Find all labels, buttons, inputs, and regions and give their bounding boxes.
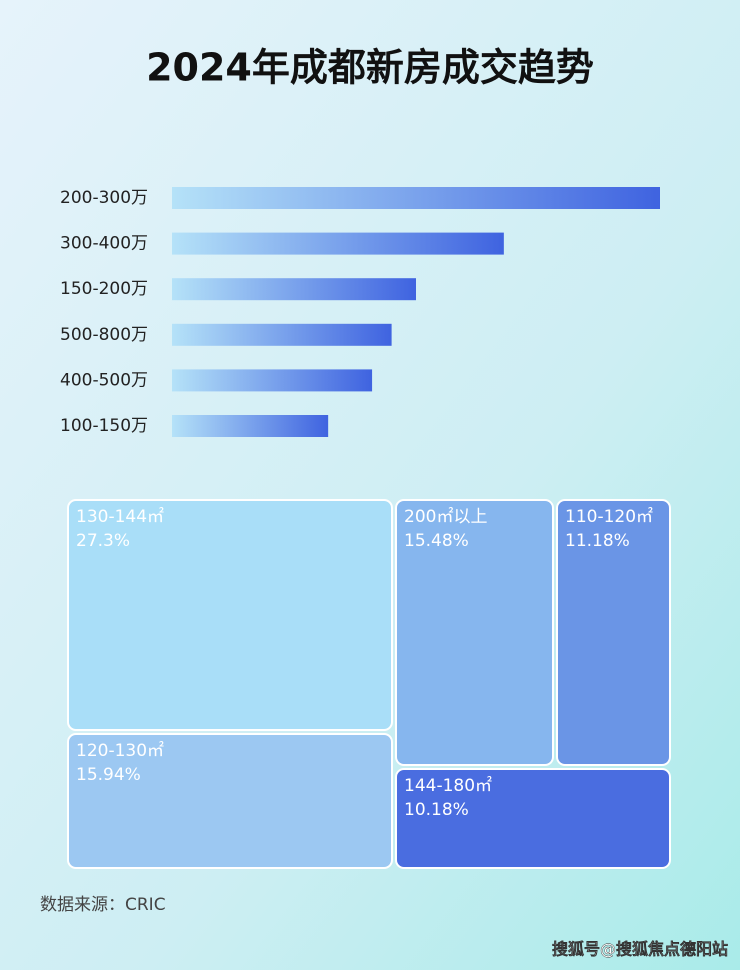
cell-value: 27.3%	[76, 531, 130, 551]
treemap-cell	[67, 733, 393, 869]
category-label: 400-500万	[60, 370, 148, 390]
category-label: 150-200万	[60, 279, 148, 299]
category-label: 100-150万	[60, 416, 148, 436]
cell-category: 144-180㎡	[404, 776, 492, 796]
cell-value: 15.48%	[404, 531, 469, 551]
treemap-cell	[395, 768, 671, 869]
chart-title: 2024年成都新房成交趋势	[146, 46, 594, 90]
source-note: 数据来源：CRIC	[40, 895, 166, 915]
cell-value: 11.18%	[565, 531, 630, 551]
cell-category: 200㎡以上	[404, 507, 487, 527]
treemap-cell	[395, 499, 554, 766]
treemap-cell	[67, 499, 393, 731]
cell-category: 130-144㎡	[76, 507, 164, 527]
bar	[172, 323, 392, 346]
category-label: 200-300万	[60, 188, 148, 208]
bar	[172, 232, 504, 255]
bar	[172, 415, 329, 437]
category-label: 300-400万	[60, 234, 148, 254]
cell-value: 10.18%	[404, 800, 469, 820]
bar	[172, 278, 416, 301]
watermark: 搜狐号@搜狐焦点德阳站	[552, 940, 728, 959]
cell-value: 15.94%	[76, 765, 141, 785]
cell-category: 110-120㎡	[565, 507, 653, 527]
cell-category: 120-130㎡	[76, 741, 164, 761]
bar	[172, 187, 660, 209]
bar	[172, 369, 373, 392]
category-label: 500-800万	[60, 325, 148, 345]
treemap-cell	[556, 499, 671, 766]
